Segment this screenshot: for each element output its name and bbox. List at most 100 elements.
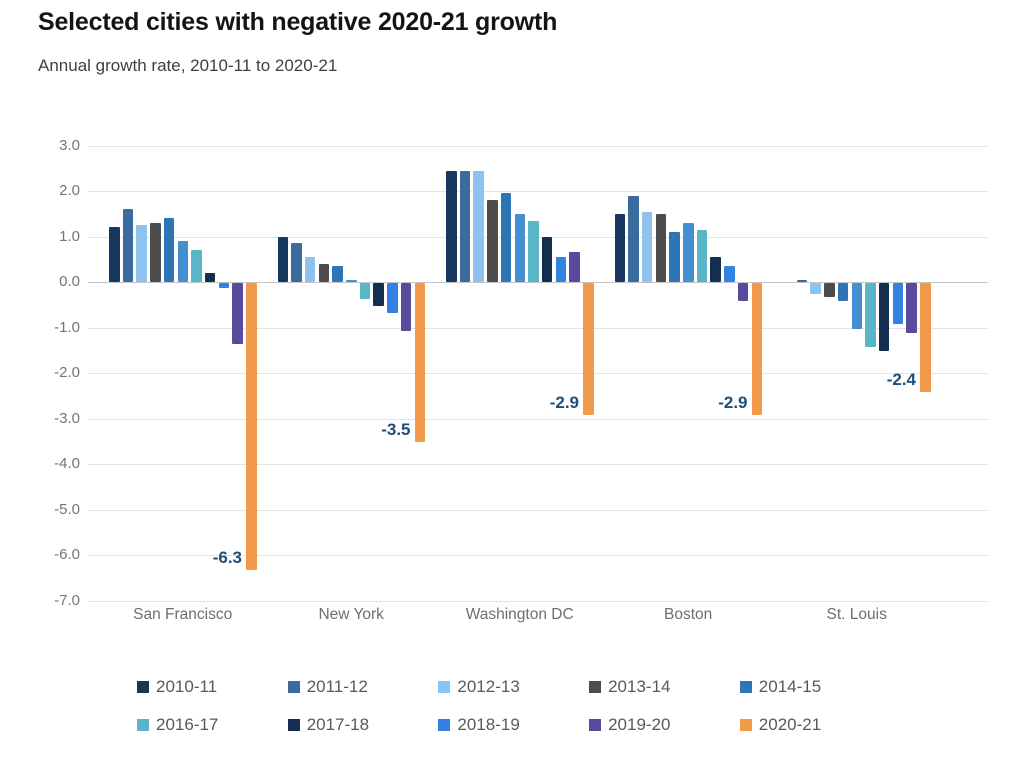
bar bbox=[109, 227, 120, 282]
gridline bbox=[88, 191, 988, 192]
legend-label: 2010-11 bbox=[156, 677, 218, 696]
legend-label: 2017-18 bbox=[306, 715, 370, 734]
legend-item: 2019-20 bbox=[589, 715, 671, 734]
bar bbox=[122, 209, 134, 282]
y-axis-tick-label: -5.0 bbox=[54, 500, 80, 518]
legend-item: 2016-17 bbox=[137, 715, 219, 734]
bar bbox=[614, 213, 625, 283]
bar bbox=[541, 236, 553, 282]
x-axis-label: Boston bbox=[664, 606, 713, 623]
legend-item: 2010-11 bbox=[137, 677, 218, 696]
bar bbox=[232, 283, 243, 345]
gridline bbox=[88, 509, 988, 511]
y-axis-tick-label: -2.0 bbox=[54, 364, 80, 381]
bar bbox=[514, 213, 525, 283]
bar bbox=[641, 211, 653, 282]
bar bbox=[669, 231, 680, 282]
bar bbox=[291, 243, 302, 282]
bar bbox=[751, 283, 762, 415]
legend-swatch bbox=[137, 681, 149, 693]
legend-item: 2020-21 bbox=[739, 715, 822, 734]
bar bbox=[191, 250, 202, 282]
y-axis-tick-label: -7.0 bbox=[54, 591, 80, 609]
gridline bbox=[88, 145, 988, 147]
bar bbox=[387, 283, 398, 313]
legend-label: 2016-17 bbox=[156, 715, 219, 734]
x-axis-label: St. Louis bbox=[826, 606, 887, 623]
legend-item: 2018-19 bbox=[438, 715, 520, 734]
legend-swatch bbox=[287, 681, 300, 693]
bar bbox=[163, 218, 175, 282]
data-label: -3.5 bbox=[381, 420, 411, 440]
legend-label: 2014-15 bbox=[758, 677, 822, 696]
legend-label: 2018-19 bbox=[457, 715, 520, 734]
legend-swatch bbox=[438, 719, 451, 731]
x-axis-label: San Francisco bbox=[133, 606, 233, 623]
bar bbox=[528, 220, 539, 282]
y-axis-tick-label: 0.0 bbox=[59, 273, 80, 290]
bar bbox=[851, 283, 862, 329]
bar bbox=[796, 279, 808, 282]
bar bbox=[555, 257, 567, 282]
bar bbox=[696, 229, 708, 282]
legend-label: 2012-13 bbox=[457, 677, 520, 696]
data-label: -2.4 bbox=[886, 370, 916, 390]
data-label: -6.3 bbox=[212, 547, 242, 567]
bar bbox=[346, 279, 357, 282]
bar bbox=[920, 283, 931, 393]
bar bbox=[318, 263, 330, 282]
bar bbox=[837, 283, 849, 302]
bar bbox=[569, 252, 580, 282]
bar bbox=[737, 283, 749, 302]
bar bbox=[683, 222, 694, 282]
y-axis-tick-label: 1.0 bbox=[59, 227, 80, 245]
bar bbox=[304, 257, 316, 282]
bar bbox=[810, 283, 821, 295]
gridline bbox=[88, 373, 988, 374]
bar bbox=[150, 222, 161, 282]
bar bbox=[710, 257, 721, 282]
bar bbox=[373, 283, 384, 306]
legend-swatch bbox=[739, 719, 752, 731]
gridline bbox=[88, 327, 988, 329]
bar bbox=[277, 236, 288, 282]
chart-subtitle: Annual growth rate, 2010-11 to 2020-21 bbox=[38, 56, 338, 75]
y-axis-tick-label: 3.0 bbox=[59, 136, 80, 154]
legend-label: 2019-20 bbox=[608, 715, 671, 734]
bar bbox=[332, 266, 343, 282]
bar bbox=[177, 241, 188, 283]
bar bbox=[892, 283, 904, 324]
bar bbox=[906, 283, 917, 334]
bar bbox=[878, 283, 890, 352]
legend-swatch bbox=[438, 681, 451, 693]
gridline bbox=[88, 555, 988, 556]
y-axis-tick-label: 2.0 bbox=[59, 182, 80, 199]
bar bbox=[865, 283, 876, 347]
legend-swatch bbox=[589, 719, 602, 731]
bar bbox=[204, 272, 216, 282]
gridline bbox=[88, 418, 988, 420]
bar bbox=[459, 170, 471, 282]
legend-item: 2017-18 bbox=[287, 715, 370, 734]
data-label: -2.9 bbox=[549, 392, 579, 412]
legend-label: 2020-21 bbox=[758, 715, 822, 734]
legend-swatch bbox=[739, 681, 752, 693]
x-axis-label: Washington DC bbox=[465, 606, 574, 623]
bar bbox=[359, 283, 371, 299]
bar bbox=[218, 283, 230, 288]
y-axis-tick-label: -4.0 bbox=[54, 455, 80, 472]
bar bbox=[824, 283, 835, 297]
bar bbox=[628, 195, 639, 283]
legend-item: 2014-15 bbox=[739, 677, 822, 696]
bar bbox=[655, 213, 667, 283]
bar bbox=[500, 193, 512, 282]
y-axis-tick-label: -3.0 bbox=[54, 409, 80, 427]
bar bbox=[473, 170, 484, 282]
legend-swatch bbox=[137, 719, 149, 731]
y-axis-tick-label: -6.0 bbox=[54, 546, 80, 563]
bar bbox=[400, 283, 412, 331]
chart-title: Selected cities with negative 2020-21 gr… bbox=[38, 8, 558, 36]
bar bbox=[246, 283, 257, 570]
gridline bbox=[88, 464, 988, 465]
